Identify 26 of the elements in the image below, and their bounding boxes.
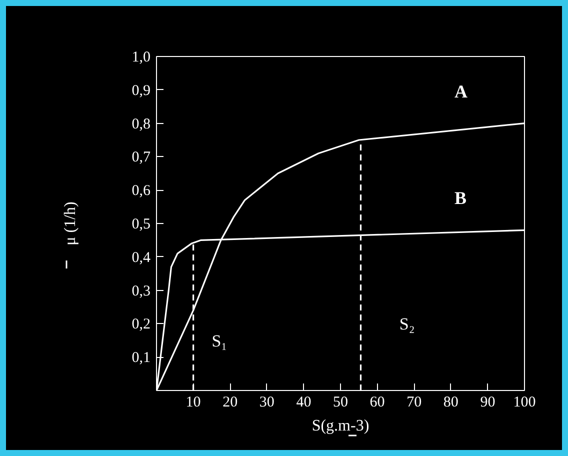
x-tick-label: 80 <box>443 394 458 410</box>
x-tick-label: 50 <box>333 394 348 410</box>
annotation: S₂ <box>399 314 415 334</box>
x-tick-label: 10 <box>186 394 201 410</box>
x-tick-label: 20 <box>222 394 238 410</box>
x-tick-label: 40 <box>296 394 312 410</box>
x-tick-label: 70 <box>406 394 422 410</box>
y-tick-label: 0,7 <box>132 150 151 166</box>
x-tick-label: 100 <box>513 394 536 410</box>
y-tick-label: 0,3 <box>132 283 150 300</box>
x-axis-title: S(g.m-3) <box>312 418 370 434</box>
series-label: A <box>454 81 468 102</box>
y-tick-label: 0,1 <box>132 350 150 366</box>
y-tick-label: 0,9 <box>132 82 150 99</box>
x-tick-label: 90 <box>480 394 496 410</box>
annotation: S₁ <box>212 331 228 350</box>
x-tick-label: 30 <box>259 394 274 410</box>
y-tick-label: 0,4 <box>132 250 151 266</box>
y-axis-title: μ (1/h) <box>62 202 79 246</box>
series-label: B <box>454 188 467 208</box>
y-tick-label: 0,6 <box>132 183 151 200</box>
y-tick-label: 0,5 <box>132 216 150 232</box>
y-tick-label: 1,0 <box>132 50 150 66</box>
y-tick-label: 0,2 <box>132 316 150 333</box>
y-tick-label: 0,8 <box>132 116 150 132</box>
x-tick-label: 60 <box>370 394 385 410</box>
